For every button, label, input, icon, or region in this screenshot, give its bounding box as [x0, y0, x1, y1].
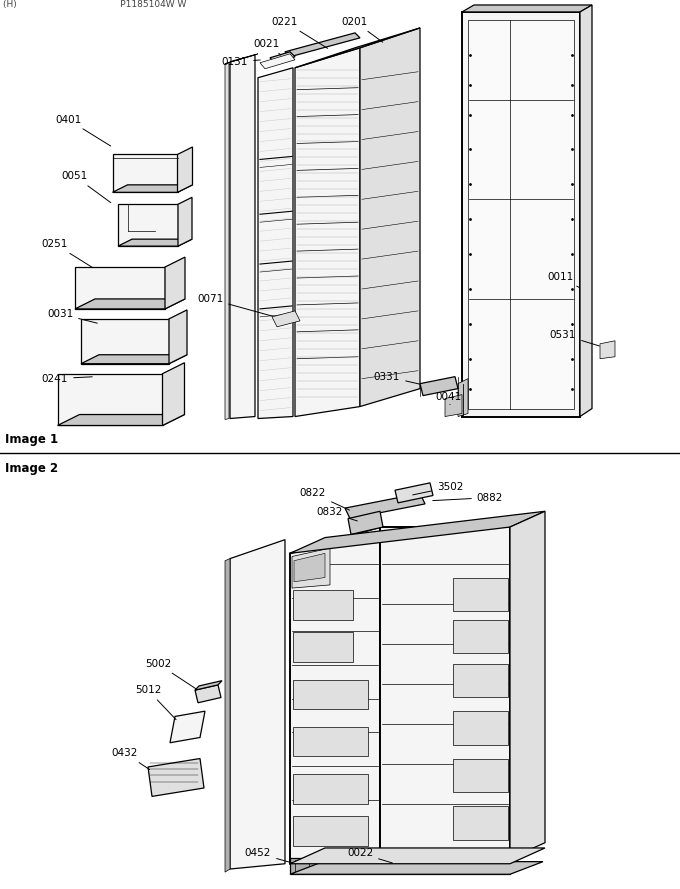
Polygon shape: [290, 527, 380, 864]
Polygon shape: [395, 483, 433, 503]
Polygon shape: [112, 155, 177, 192]
Text: 0531: 0531: [550, 330, 599, 346]
Text: 0022: 0022: [347, 848, 392, 863]
Polygon shape: [290, 859, 510, 874]
Text: 0031: 0031: [47, 308, 97, 324]
Polygon shape: [225, 63, 229, 420]
Polygon shape: [270, 52, 295, 63]
Polygon shape: [169, 310, 187, 364]
Polygon shape: [165, 257, 185, 308]
Text: 0832: 0832: [317, 508, 358, 521]
Polygon shape: [233, 643, 280, 678]
Polygon shape: [360, 28, 420, 406]
Polygon shape: [177, 147, 192, 192]
Polygon shape: [163, 363, 184, 426]
Polygon shape: [294, 553, 325, 581]
Polygon shape: [81, 355, 187, 364]
Polygon shape: [453, 578, 508, 612]
Polygon shape: [112, 185, 192, 192]
Text: 0051: 0051: [62, 172, 111, 203]
Polygon shape: [258, 68, 293, 419]
Polygon shape: [293, 816, 368, 845]
Polygon shape: [453, 620, 508, 653]
Text: 0432: 0432: [112, 749, 150, 770]
Polygon shape: [233, 588, 280, 624]
Text: 0241: 0241: [41, 373, 92, 384]
Polygon shape: [462, 12, 580, 417]
Polygon shape: [233, 798, 280, 834]
Polygon shape: [178, 197, 192, 246]
Text: Image 2: Image 2: [5, 461, 58, 475]
Polygon shape: [295, 28, 420, 68]
Polygon shape: [458, 379, 468, 417]
Text: 0041: 0041: [435, 391, 461, 404]
Polygon shape: [295, 48, 360, 417]
Polygon shape: [148, 758, 204, 797]
Text: 0221: 0221: [272, 17, 328, 48]
Polygon shape: [75, 267, 165, 308]
Polygon shape: [230, 540, 285, 869]
Polygon shape: [380, 527, 510, 859]
Polygon shape: [233, 695, 280, 731]
Polygon shape: [225, 54, 258, 64]
Polygon shape: [195, 681, 222, 690]
Text: (H)                                    P1185104W W: (H) P1185104W W: [3, 0, 187, 9]
Polygon shape: [453, 711, 508, 745]
Polygon shape: [58, 373, 163, 426]
Text: 3502: 3502: [413, 482, 463, 495]
Polygon shape: [293, 679, 368, 709]
Text: 0331: 0331: [374, 372, 420, 384]
Polygon shape: [170, 711, 205, 742]
Polygon shape: [348, 511, 383, 534]
Text: 0822: 0822: [300, 488, 350, 510]
Polygon shape: [580, 5, 592, 417]
Text: 0401: 0401: [55, 115, 111, 146]
Polygon shape: [225, 558, 230, 872]
Polygon shape: [118, 239, 192, 246]
Polygon shape: [510, 511, 545, 859]
Polygon shape: [58, 414, 184, 426]
Text: 0071: 0071: [197, 294, 272, 316]
Polygon shape: [285, 33, 360, 57]
Text: 5012: 5012: [135, 685, 176, 720]
Polygon shape: [272, 311, 300, 327]
Polygon shape: [118, 204, 178, 246]
Polygon shape: [453, 664, 508, 698]
Polygon shape: [260, 54, 295, 68]
Text: 0131: 0131: [222, 57, 260, 67]
Polygon shape: [290, 511, 545, 553]
Polygon shape: [420, 377, 458, 396]
Polygon shape: [230, 55, 255, 419]
Text: 0201: 0201: [342, 17, 383, 42]
Polygon shape: [75, 299, 185, 308]
Polygon shape: [453, 805, 508, 839]
Polygon shape: [462, 5, 592, 12]
Polygon shape: [293, 632, 353, 661]
Text: 0452: 0452: [245, 848, 292, 863]
Polygon shape: [445, 395, 462, 417]
Polygon shape: [81, 319, 169, 364]
Polygon shape: [293, 774, 368, 804]
Text: 0251: 0251: [41, 239, 92, 268]
Polygon shape: [600, 340, 615, 359]
Polygon shape: [290, 861, 543, 874]
Text: 5002: 5002: [145, 659, 196, 689]
Text: Image 1: Image 1: [5, 434, 58, 446]
Polygon shape: [293, 727, 368, 757]
Polygon shape: [195, 685, 221, 703]
Polygon shape: [453, 758, 508, 792]
Text: 0021: 0021: [254, 39, 281, 55]
Text: 0011: 0011: [547, 272, 579, 288]
Polygon shape: [293, 590, 353, 620]
Polygon shape: [345, 493, 425, 518]
Polygon shape: [290, 848, 545, 864]
Polygon shape: [233, 748, 280, 784]
Polygon shape: [292, 549, 330, 588]
Polygon shape: [468, 20, 574, 409]
Text: 0882: 0882: [432, 493, 503, 502]
